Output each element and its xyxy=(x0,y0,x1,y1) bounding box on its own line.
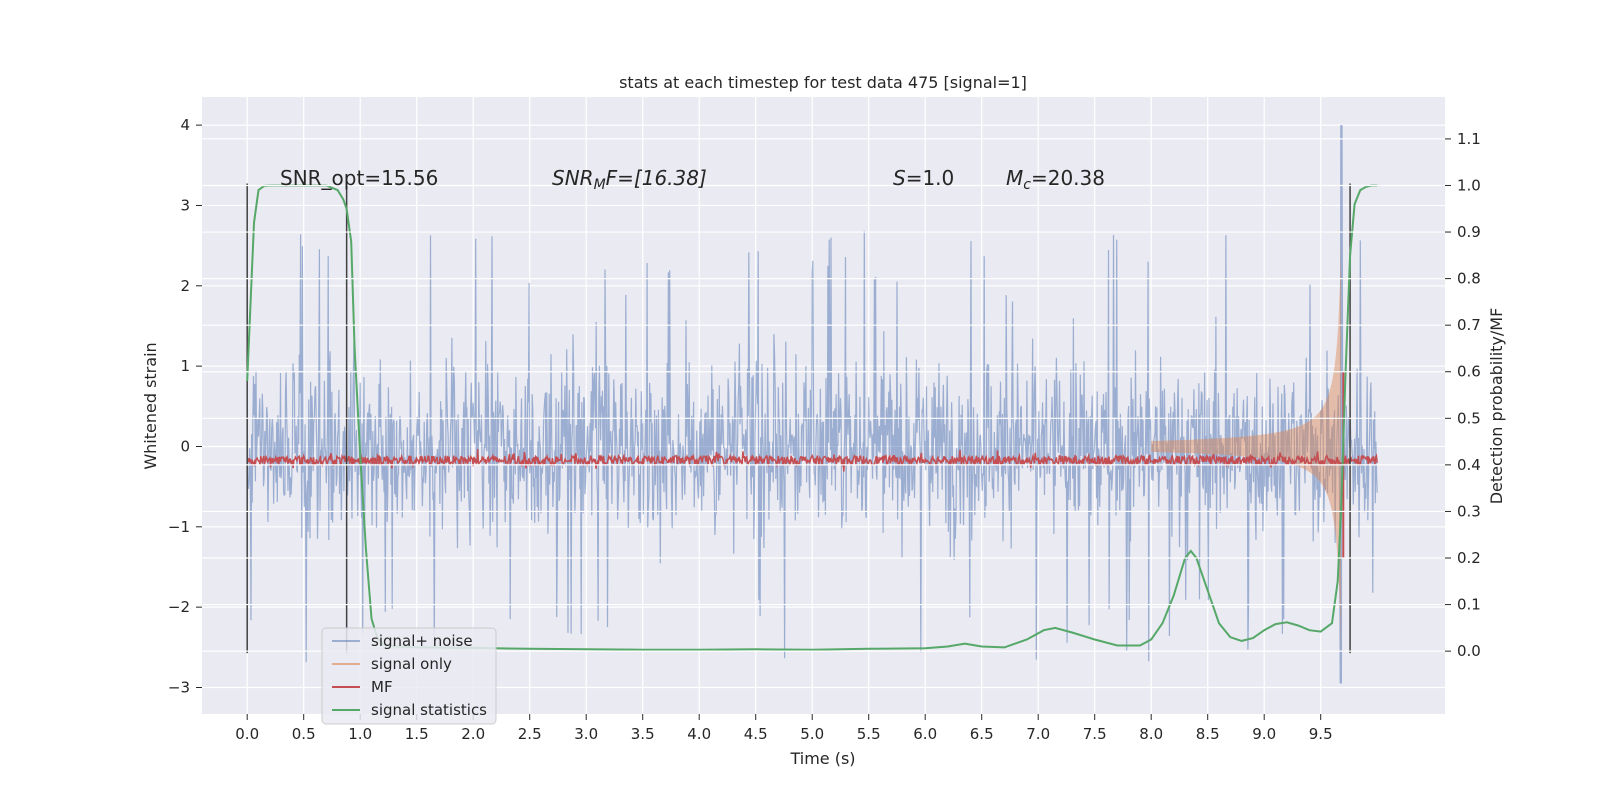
x-tick-label: 0.0 xyxy=(235,725,259,743)
y-tick-labels: −3 −2 −1 0 1 2 3 4 xyxy=(168,116,202,696)
legend-label-signal-noise: signal+ noise xyxy=(371,632,473,650)
x-tick-label: 1.5 xyxy=(405,725,429,743)
signal-noise-series xyxy=(246,125,1378,684)
y2-tick-label: 0.4 xyxy=(1457,456,1481,474)
x-tick-label: 7.5 xyxy=(1083,725,1107,743)
x-tick-label: 9.5 xyxy=(1309,725,1333,743)
y2-tick-label: 0.3 xyxy=(1457,502,1481,520)
legend-label-mf: MF xyxy=(371,678,393,696)
y2-tick-labels: 0.0 0.1 0.2 0.3 0.4 0.5 0.6 0.7 0.8 0.9 1.0 1.1 xyxy=(1445,130,1481,660)
signal-statistics-series xyxy=(246,184,1378,651)
signal-only-series xyxy=(1151,237,1341,656)
right-axis-grid xyxy=(202,138,1445,652)
legend-label-signal-statistics: signal statistics xyxy=(371,701,487,719)
x-tick-label: 8.0 xyxy=(1139,725,1163,743)
legend-label-signal-only: signal only xyxy=(371,655,452,673)
y2-tick-label: 0.9 xyxy=(1457,223,1481,241)
y-tick-label: 0 xyxy=(180,437,190,455)
y-tick-label: 3 xyxy=(180,196,190,214)
y2-tick-label: 1.1 xyxy=(1457,130,1481,148)
x-tick-label: 6.0 xyxy=(913,725,937,743)
x-tick-label: 8.5 xyxy=(1196,725,1220,743)
x-tick-label: 0.5 xyxy=(292,725,316,743)
chart-title: stats at each timestep for test data 475… xyxy=(619,73,1027,92)
x-tick-label: 3.5 xyxy=(631,725,655,743)
legend: signal+ noise signal only MF signal stat… xyxy=(321,627,497,725)
y-axis-label: Whitened strain xyxy=(141,342,160,469)
x-tick-label: 6.5 xyxy=(970,725,994,743)
y2-tick-label: 0.7 xyxy=(1457,316,1481,334)
y-tick-label: −2 xyxy=(168,598,190,616)
y-tick-label: 4 xyxy=(180,116,190,134)
x-tick-label: 5.0 xyxy=(800,725,824,743)
y-tick-label: −3 xyxy=(168,678,190,696)
legend-box xyxy=(321,627,497,725)
y-tick-label: 2 xyxy=(180,277,190,295)
y-tick-label: −1 xyxy=(168,518,190,536)
signal-statistics-line xyxy=(246,184,1378,651)
x-axis-label: Time (s) xyxy=(789,749,855,768)
x-tick-label: 7.0 xyxy=(1026,725,1050,743)
y2-tick-label: 1.0 xyxy=(1457,176,1481,194)
signal-only-area xyxy=(1151,237,1341,656)
annotation-snr-mf: SNRMF=[16.38] xyxy=(552,166,707,193)
y2-axis-label: Detection probability/MF xyxy=(1487,308,1506,505)
x-tick-label: 4.0 xyxy=(687,725,711,743)
y2-tick-label: 0.1 xyxy=(1457,596,1481,614)
mf-line xyxy=(246,449,1378,472)
y2-tick-label: 0.2 xyxy=(1457,549,1481,567)
x-tick-label: 9.0 xyxy=(1252,725,1276,743)
x-tick-labels: 0.0 0.5 1.0 1.5 2.0 2.5 3.0 3.5 4.0 4.5 5.0 5.5 6.0 6… xyxy=(235,714,1333,743)
x-tick-label: 2.0 xyxy=(461,725,485,743)
x-tick-label: 2.5 xyxy=(518,725,542,743)
y2-tick-label: 0.6 xyxy=(1457,363,1481,381)
x-tick-label: 3.0 xyxy=(574,725,598,743)
x-tick-label: 1.0 xyxy=(348,725,372,743)
y-tick-label: 1 xyxy=(180,357,190,375)
y2-tick-label: 0.5 xyxy=(1457,409,1481,427)
x-tick-label: 5.5 xyxy=(857,725,881,743)
x-tick-label: 4.5 xyxy=(744,725,768,743)
annotation-mc: Mc=20.38 xyxy=(1006,166,1105,193)
signal-noise-line xyxy=(246,125,1378,684)
y2-tick-label: 0.0 xyxy=(1457,642,1481,660)
annotation-s: S=1.0 xyxy=(893,166,954,190)
annotation-snr-opt: SNR_opt=15.56 xyxy=(280,166,438,190)
y2-tick-label: 0.8 xyxy=(1457,270,1481,288)
